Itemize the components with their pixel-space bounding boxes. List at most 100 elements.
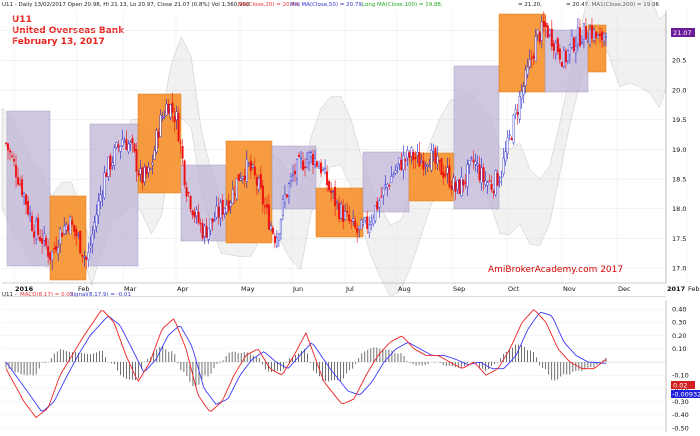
date-tick-label: Apr	[177, 285, 189, 293]
candle-body	[281, 199, 284, 216]
candle-body	[197, 211, 200, 223]
candle-body	[147, 167, 150, 173]
date-tick-label: Nov	[563, 285, 576, 293]
candle-body	[177, 113, 180, 142]
macd-badge: 0.02	[671, 381, 695, 390]
candle-body	[245, 159, 248, 182]
candle-body	[416, 152, 419, 156]
price-header-prefix: U11 - Daily 13/02/2017 Open 20.98, Hi 21…	[2, 2, 250, 8]
candle-body	[354, 220, 357, 228]
candle-body	[157, 131, 160, 138]
candle-body	[474, 161, 477, 165]
candle-body	[550, 28, 553, 47]
candle-body	[374, 205, 377, 222]
candle-body	[600, 31, 603, 41]
candle-body	[21, 179, 24, 196]
candle-body	[478, 164, 481, 181]
candle-body	[522, 86, 525, 96]
price-tick-label: 19.5	[672, 116, 686, 124]
candle-body	[562, 49, 565, 67]
candle-body	[221, 200, 224, 215]
candle-body	[277, 233, 280, 241]
candle-body	[117, 144, 120, 148]
candle-body	[380, 196, 383, 198]
candle-body	[139, 168, 142, 175]
candle-body	[370, 221, 373, 225]
macd-tick-label: 0.30	[672, 319, 686, 327]
candle-body	[129, 142, 132, 145]
date-tick-label: Oct	[508, 285, 520, 293]
candle-body	[466, 164, 469, 187]
candle-body	[356, 228, 359, 233]
mid-ma-label: Mid MA(Close,50) = 20.79,	[290, 2, 364, 8]
candle-body	[598, 33, 601, 36]
candle-body	[442, 172, 445, 178]
candle-body	[492, 190, 495, 194]
candle-body	[17, 177, 20, 185]
candle-body	[490, 184, 493, 190]
candle-body	[201, 223, 204, 239]
candle-body	[249, 160, 252, 171]
candle-body	[287, 183, 290, 196]
candle-body	[432, 151, 435, 153]
candle-body	[436, 156, 439, 164]
candle-body	[572, 37, 575, 52]
candle-body	[9, 150, 12, 153]
candle-body	[462, 179, 465, 186]
macd-tick-label: 0.40	[672, 306, 686, 314]
macd-tick-label: -0.30	[672, 398, 689, 406]
candle-body	[257, 178, 260, 190]
candle-body	[27, 200, 30, 215]
candle-body	[554, 42, 557, 55]
price-tick-label: 18.0	[672, 205, 686, 213]
candle-body	[420, 161, 423, 163]
candle-body	[135, 148, 138, 172]
candle-body	[582, 23, 585, 40]
candle-body	[568, 44, 571, 55]
candle-body	[25, 194, 28, 205]
candle-body	[75, 229, 78, 237]
candle-body	[253, 166, 256, 176]
ma200-label: = 20.47, MA1(Close,200) = 19.06	[566, 2, 659, 8]
candle-body	[392, 174, 395, 177]
date-tick-label: Mar	[124, 285, 137, 293]
macd-tick-label: -0.40	[672, 411, 689, 419]
candle-body	[346, 211, 349, 213]
candle-body	[95, 214, 98, 227]
date-tick-label: Sep	[453, 285, 465, 293]
candle-body	[239, 178, 242, 181]
candle-body	[99, 194, 102, 202]
candle-body	[352, 218, 355, 222]
candle-body	[67, 225, 70, 231]
candle-body	[418, 152, 421, 167]
candle-body	[37, 218, 40, 235]
price-badge-text: 21.07	[673, 29, 692, 37]
range-box	[89, 123, 139, 267]
candle-body	[328, 181, 331, 191]
candle-body	[267, 204, 270, 230]
candle-body	[362, 222, 365, 225]
candle-body	[295, 159, 298, 179]
candle-body	[81, 254, 84, 257]
price-tick-label: 20.5	[672, 57, 686, 65]
candle-body	[153, 150, 156, 160]
candle-body	[155, 130, 158, 153]
signal-badge: -0.00932	[671, 390, 700, 399]
highlight-box	[498, 13, 546, 93]
candle-body	[263, 205, 266, 208]
candle-body	[512, 114, 515, 144]
candle-body	[534, 36, 537, 62]
candle-body	[430, 150, 433, 171]
candle-body	[4, 142, 7, 144]
candle-body	[209, 218, 212, 231]
price-tick-label: 17.5	[672, 235, 686, 243]
candle-body	[297, 154, 300, 157]
candle-body	[326, 171, 329, 186]
date-tick-label: 2017	[667, 285, 685, 293]
candle-body	[460, 176, 463, 197]
candle-body	[247, 162, 250, 165]
candle-body	[440, 158, 443, 176]
candle-body	[199, 223, 202, 225]
candle-body	[310, 152, 313, 158]
candle-body	[594, 31, 597, 38]
